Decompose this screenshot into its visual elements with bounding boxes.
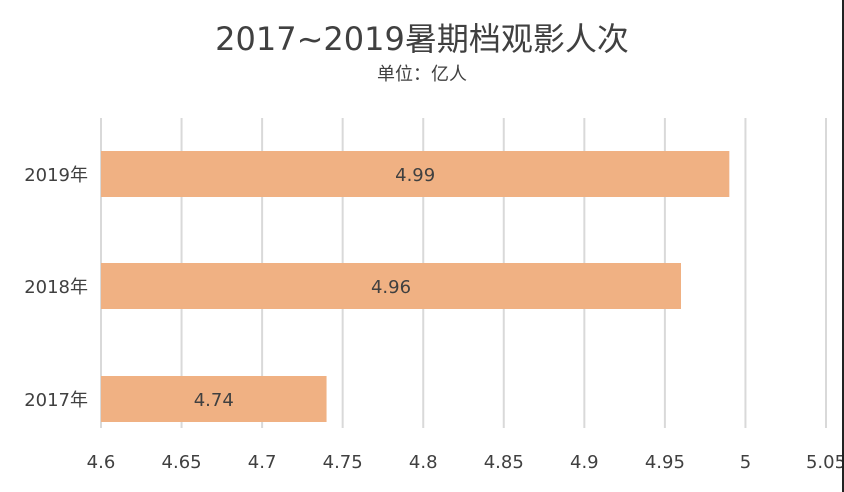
x-tick-label: 4.8 — [409, 452, 438, 473]
y-category-label: 2017年 — [24, 390, 88, 411]
bar-value-label: 4.99 — [395, 165, 435, 186]
x-tick-label: 4.7 — [248, 452, 277, 473]
bar — [101, 376, 327, 422]
window-edge — [842, 0, 844, 492]
x-tick-label: 4.95 — [645, 452, 685, 473]
chart-subtitle: 单位：亿人 — [377, 64, 467, 85]
x-tick-label: 5 — [740, 452, 751, 473]
bar — [101, 151, 730, 197]
x-tick-label: 5.05 — [806, 452, 844, 473]
x-tick-label: 4.9 — [570, 452, 599, 473]
y-category-label: 2018年 — [24, 277, 88, 298]
x-tick-label: 4.75 — [323, 452, 363, 473]
bar-value-label: 4.74 — [194, 390, 234, 411]
chart-title: 2017~2019暑期档观影人次 — [215, 20, 629, 58]
x-tick-label: 4.85 — [484, 452, 524, 473]
y-category-label: 2019年 — [24, 165, 88, 186]
x-tick-label: 4.6 — [87, 452, 116, 473]
bar-value-label: 4.96 — [371, 277, 411, 298]
bar — [101, 263, 681, 309]
x-tick-label: 4.65 — [162, 452, 202, 473]
